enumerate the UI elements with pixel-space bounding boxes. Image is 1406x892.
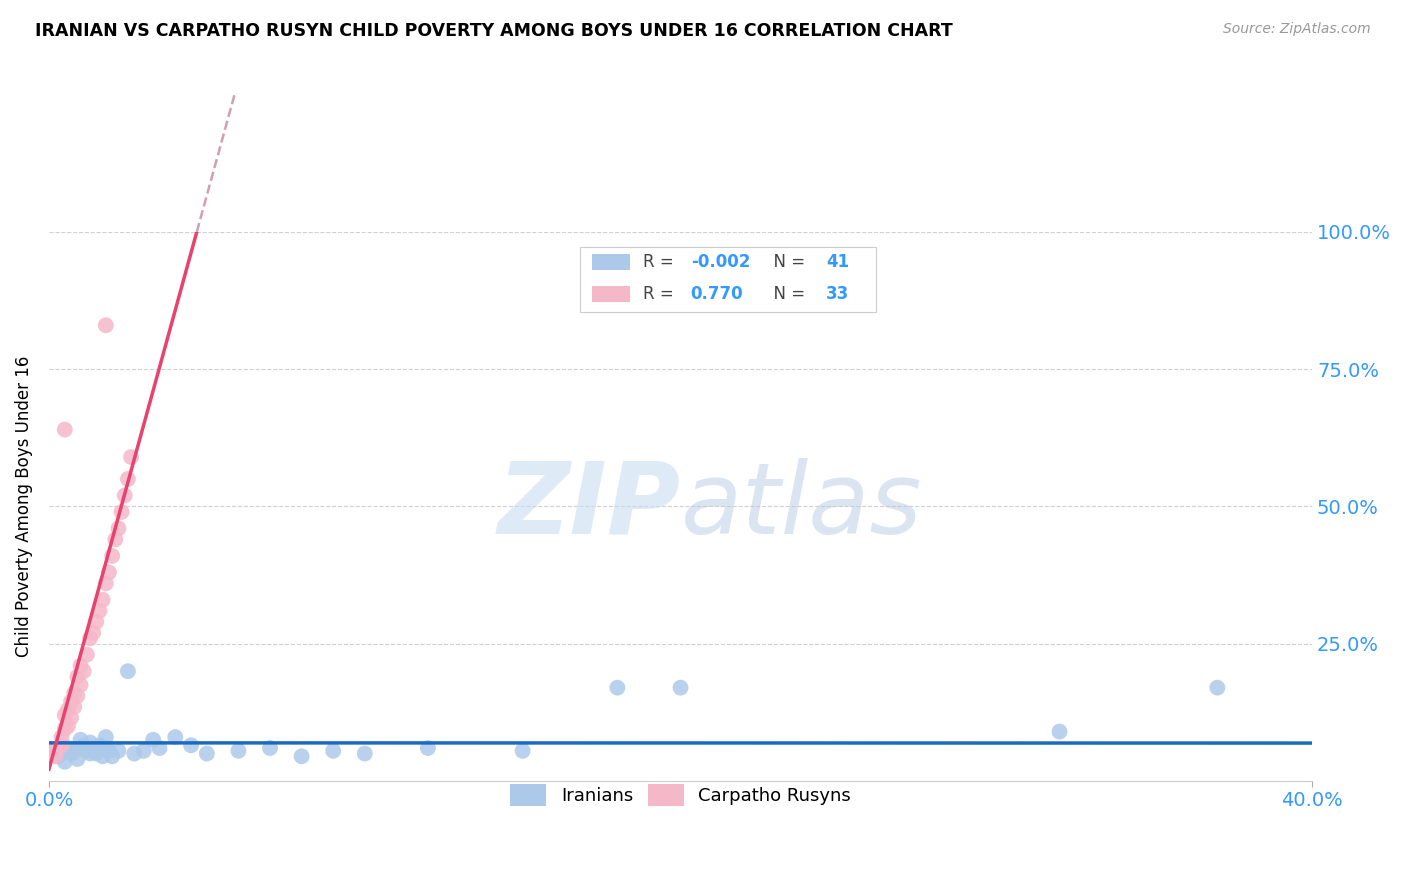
Point [66, 689, 89, 703]
Point [122, 747, 145, 761]
Point [104, 533, 127, 547]
Point [322, 744, 344, 758]
Point [79, 735, 101, 749]
Point [63, 699, 86, 714]
Point [512, 744, 534, 758]
Point [416, 741, 439, 756]
Point [228, 744, 250, 758]
Bar [592, 286, 630, 301]
Text: -0.002: -0.002 [690, 253, 749, 271]
Point [69, 678, 91, 692]
Point [117, 664, 139, 678]
Point [606, 681, 628, 695]
Point [60, 711, 83, 725]
Point [669, 681, 692, 695]
Point [56, 703, 79, 717]
Point [56, 741, 79, 756]
Point [63, 744, 86, 758]
Point [94, 730, 117, 744]
Point [91, 749, 114, 764]
Point [98, 566, 121, 580]
Point [82, 625, 104, 640]
Point [101, 749, 124, 764]
Y-axis label: Child Poverty Among Boys Under 16: Child Poverty Among Boys Under 16 [15, 356, 32, 657]
Point [94, 741, 117, 756]
Point [79, 632, 101, 646]
Point [60, 694, 83, 708]
Point [91, 592, 114, 607]
Point [66, 752, 89, 766]
Bar [592, 254, 630, 269]
Point [86, 747, 108, 761]
Text: Source: ZipAtlas.com: Source: ZipAtlas.com [1223, 22, 1371, 37]
Point [51, 739, 73, 753]
Point [73, 739, 96, 753]
Point [86, 615, 108, 629]
Point [69, 741, 91, 756]
Point [76, 648, 98, 662]
Point [107, 521, 129, 535]
Point [53, 722, 76, 736]
Point [89, 604, 111, 618]
Point [291, 749, 314, 764]
Point [94, 576, 117, 591]
Point [165, 730, 187, 744]
Point [132, 744, 155, 758]
Point [353, 747, 375, 761]
Point [51, 730, 73, 744]
Point [107, 744, 129, 758]
Point [38, 744, 60, 758]
Point [89, 739, 111, 753]
Point [117, 472, 139, 486]
Point [53, 755, 76, 769]
Point [79, 747, 101, 761]
Text: N =: N = [762, 253, 810, 271]
Point [53, 708, 76, 723]
Point [63, 686, 86, 700]
Point [195, 747, 218, 761]
Point [73, 664, 96, 678]
Point [180, 739, 202, 753]
Point [60, 747, 83, 761]
Point [148, 741, 170, 756]
Text: ZIP: ZIP [498, 458, 681, 555]
Point [76, 744, 98, 758]
Point [114, 488, 136, 502]
Point [69, 732, 91, 747]
Point [44, 749, 66, 764]
Point [94, 318, 117, 333]
Text: R =: R = [643, 253, 679, 271]
Point [259, 741, 281, 756]
Point [53, 423, 76, 437]
Point [82, 741, 104, 756]
FancyBboxPatch shape [579, 247, 876, 311]
Text: 41: 41 [825, 253, 849, 271]
Point [110, 505, 132, 519]
Text: N =: N = [762, 285, 810, 303]
Text: atlas: atlas [681, 458, 922, 555]
Point [142, 732, 165, 747]
Point [120, 450, 142, 464]
Point [41, 744, 63, 758]
Point [48, 749, 70, 764]
Text: 33: 33 [825, 285, 849, 303]
Point [1206, 681, 1229, 695]
Text: IRANIAN VS CARPATHO RUSYN CHILD POVERTY AMONG BOYS UNDER 16 CORRELATION CHART: IRANIAN VS CARPATHO RUSYN CHILD POVERTY … [35, 22, 953, 40]
Point [69, 658, 91, 673]
Point [1049, 724, 1071, 739]
Text: 0.770: 0.770 [690, 285, 744, 303]
Point [66, 670, 89, 684]
Legend: Iranians, Carpatho Rusyns: Iranians, Carpatho Rusyns [503, 777, 858, 814]
Point [56, 719, 79, 733]
Text: R =: R = [643, 285, 679, 303]
Point [48, 741, 70, 756]
Point [98, 744, 121, 758]
Point [101, 549, 124, 563]
